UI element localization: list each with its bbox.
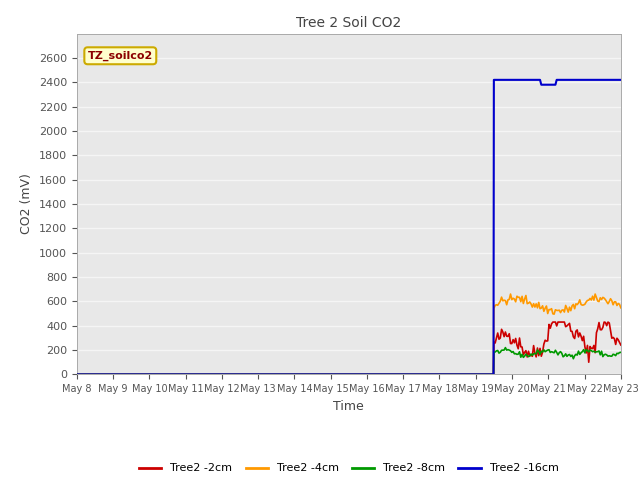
X-axis label: Time: Time: [333, 400, 364, 413]
Y-axis label: CO2 (mV): CO2 (mV): [20, 174, 33, 234]
Text: TZ_soilco2: TZ_soilco2: [88, 51, 153, 61]
Legend: Tree2 -2cm, Tree2 -4cm, Tree2 -8cm, Tree2 -16cm: Tree2 -2cm, Tree2 -4cm, Tree2 -8cm, Tree…: [134, 459, 563, 478]
Title: Tree 2 Soil CO2: Tree 2 Soil CO2: [296, 16, 401, 30]
